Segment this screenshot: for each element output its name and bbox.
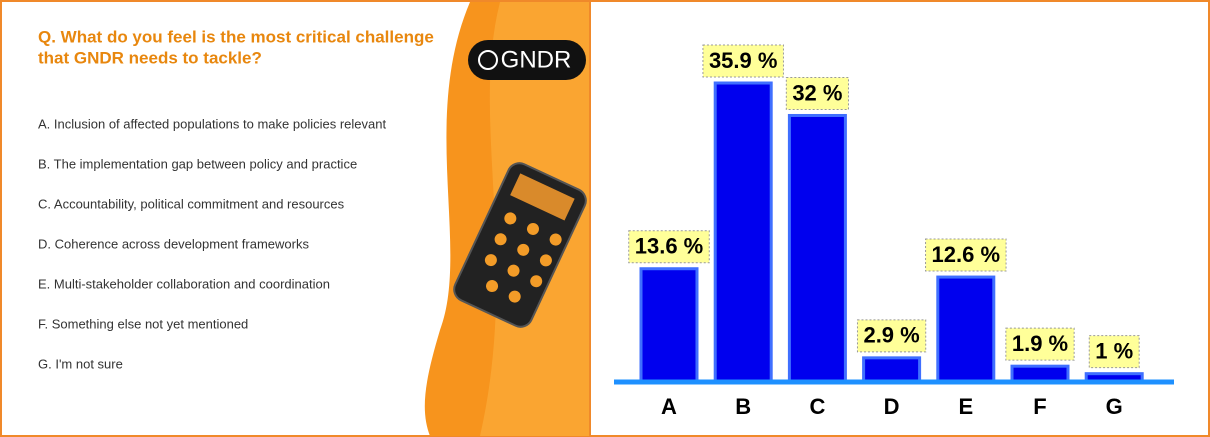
x-tick-label: E bbox=[958, 394, 973, 419]
option: B. The implementation gap between policy… bbox=[38, 156, 357, 171]
slide: GNDR Q. What do you feel is the most cri… bbox=[0, 0, 1210, 437]
value-label: 1.9 % bbox=[1012, 331, 1068, 356]
x-tick-label: G bbox=[1106, 394, 1123, 419]
bar bbox=[641, 269, 697, 382]
value-label: 2.9 % bbox=[863, 323, 919, 348]
option: E. Multi-stakeholder collaboration and c… bbox=[38, 276, 330, 291]
value-label: 13.6 % bbox=[635, 234, 704, 259]
x-tick-label: B bbox=[735, 394, 751, 419]
value-label: 1 % bbox=[1095, 338, 1133, 363]
value-label: 12.6 % bbox=[932, 242, 1001, 267]
x-tick-label: C bbox=[809, 394, 825, 419]
option: G. I'm not sure bbox=[38, 356, 123, 371]
bar bbox=[938, 277, 994, 382]
logo-text: GNDR bbox=[501, 46, 572, 73]
x-tick-label: A bbox=[661, 394, 677, 419]
option: C. Accountability, political commitment … bbox=[38, 196, 345, 211]
question: Q. What do you feel is the most critical… bbox=[38, 27, 434, 46]
option: F. Something else not yet mentioned bbox=[38, 316, 248, 331]
x-tick-label: D bbox=[884, 394, 900, 419]
x-tick-label: F bbox=[1033, 394, 1046, 419]
option: D. Coherence across development framewor… bbox=[38, 236, 309, 251]
bar bbox=[715, 83, 771, 382]
question: that GNDR needs to tackle? bbox=[38, 48, 262, 67]
value-label: 35.9 % bbox=[709, 48, 778, 73]
bar bbox=[789, 115, 845, 382]
value-label: 32 % bbox=[792, 80, 842, 105]
bar bbox=[864, 358, 920, 382]
option: A. Inclusion of affected populations to … bbox=[38, 116, 386, 131]
